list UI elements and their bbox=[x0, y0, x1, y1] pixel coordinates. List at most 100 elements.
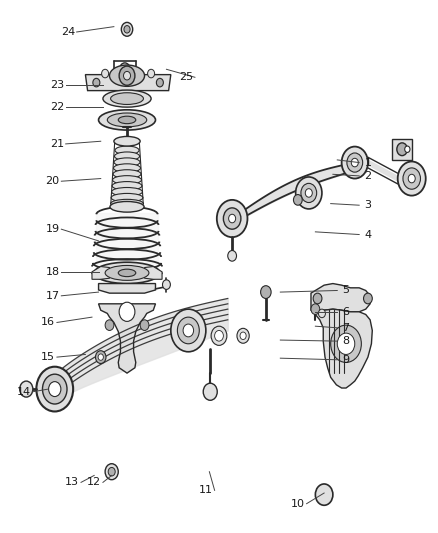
Circle shape bbox=[183, 324, 194, 337]
Ellipse shape bbox=[118, 116, 136, 124]
Polygon shape bbox=[85, 75, 171, 91]
Circle shape bbox=[20, 381, 33, 397]
Circle shape bbox=[102, 69, 109, 78]
Polygon shape bbox=[92, 266, 110, 279]
Circle shape bbox=[351, 158, 358, 167]
Text: 21: 21 bbox=[50, 139, 64, 149]
Circle shape bbox=[203, 383, 217, 400]
Text: 2: 2 bbox=[364, 171, 371, 181]
Ellipse shape bbox=[118, 269, 136, 277]
Circle shape bbox=[105, 320, 114, 330]
Text: 4: 4 bbox=[364, 230, 371, 239]
Ellipse shape bbox=[94, 262, 160, 284]
Circle shape bbox=[215, 330, 223, 341]
Polygon shape bbox=[311, 284, 370, 312]
Circle shape bbox=[347, 153, 363, 172]
Circle shape bbox=[364, 293, 372, 304]
Circle shape bbox=[293, 195, 302, 205]
Circle shape bbox=[177, 317, 199, 344]
Circle shape bbox=[228, 251, 237, 261]
Ellipse shape bbox=[113, 176, 141, 184]
Circle shape bbox=[403, 168, 420, 189]
Circle shape bbox=[237, 328, 249, 343]
Ellipse shape bbox=[107, 113, 147, 127]
Circle shape bbox=[217, 200, 247, 237]
Circle shape bbox=[296, 177, 322, 209]
Text: 10: 10 bbox=[291, 499, 305, 508]
Text: 1: 1 bbox=[364, 158, 371, 167]
Ellipse shape bbox=[114, 136, 140, 146]
Ellipse shape bbox=[112, 182, 142, 190]
Ellipse shape bbox=[115, 146, 139, 155]
Circle shape bbox=[36, 367, 73, 411]
Circle shape bbox=[223, 208, 241, 229]
Polygon shape bbox=[99, 284, 155, 293]
Circle shape bbox=[398, 161, 426, 196]
Ellipse shape bbox=[114, 158, 140, 166]
Ellipse shape bbox=[110, 201, 144, 212]
Ellipse shape bbox=[114, 152, 140, 160]
Text: 7: 7 bbox=[343, 323, 350, 333]
Ellipse shape bbox=[110, 93, 143, 104]
Circle shape bbox=[49, 382, 61, 397]
Text: 22: 22 bbox=[50, 102, 64, 111]
Circle shape bbox=[405, 146, 410, 152]
Circle shape bbox=[124, 71, 131, 80]
Text: 15: 15 bbox=[41, 352, 55, 362]
Circle shape bbox=[140, 320, 149, 330]
Circle shape bbox=[93, 78, 100, 87]
Ellipse shape bbox=[110, 199, 143, 208]
Text: 11: 11 bbox=[199, 486, 213, 495]
Ellipse shape bbox=[105, 265, 149, 280]
Circle shape bbox=[305, 189, 312, 197]
Circle shape bbox=[315, 484, 333, 505]
Circle shape bbox=[119, 66, 135, 85]
Circle shape bbox=[313, 293, 322, 304]
Text: 12: 12 bbox=[87, 478, 101, 487]
Text: 17: 17 bbox=[46, 291, 60, 301]
Circle shape bbox=[211, 326, 227, 345]
Circle shape bbox=[95, 351, 106, 364]
Ellipse shape bbox=[112, 188, 142, 196]
Circle shape bbox=[98, 354, 103, 360]
Text: 8: 8 bbox=[343, 336, 350, 346]
Text: 24: 24 bbox=[61, 27, 75, 37]
Text: 16: 16 bbox=[41, 318, 55, 327]
Circle shape bbox=[148, 69, 155, 78]
Ellipse shape bbox=[99, 110, 155, 130]
Circle shape bbox=[42, 374, 67, 404]
Circle shape bbox=[105, 464, 118, 480]
Text: 23: 23 bbox=[50, 80, 64, 90]
Circle shape bbox=[342, 147, 368, 179]
Text: 25: 25 bbox=[179, 72, 193, 82]
Text: 6: 6 bbox=[343, 307, 350, 317]
Circle shape bbox=[171, 309, 206, 352]
Polygon shape bbox=[145, 266, 162, 279]
Circle shape bbox=[240, 332, 246, 340]
Circle shape bbox=[318, 309, 325, 318]
Circle shape bbox=[301, 183, 317, 203]
Circle shape bbox=[162, 280, 170, 289]
Text: 9: 9 bbox=[343, 355, 350, 365]
Circle shape bbox=[120, 63, 130, 76]
Polygon shape bbox=[392, 139, 412, 160]
Text: 5: 5 bbox=[343, 286, 350, 295]
Circle shape bbox=[311, 304, 320, 314]
Circle shape bbox=[397, 143, 407, 156]
Circle shape bbox=[229, 214, 236, 223]
Text: 3: 3 bbox=[364, 200, 371, 210]
Circle shape bbox=[119, 302, 135, 321]
Text: 18: 18 bbox=[46, 267, 60, 277]
Text: 14: 14 bbox=[17, 387, 31, 397]
Ellipse shape bbox=[103, 90, 151, 107]
Circle shape bbox=[331, 325, 361, 362]
Ellipse shape bbox=[113, 169, 141, 178]
Circle shape bbox=[156, 78, 163, 87]
Polygon shape bbox=[315, 309, 372, 388]
Text: 19: 19 bbox=[46, 224, 60, 234]
Circle shape bbox=[108, 467, 115, 476]
Text: 20: 20 bbox=[46, 176, 60, 186]
Ellipse shape bbox=[111, 193, 143, 202]
Circle shape bbox=[124, 26, 130, 33]
Circle shape bbox=[408, 174, 415, 183]
